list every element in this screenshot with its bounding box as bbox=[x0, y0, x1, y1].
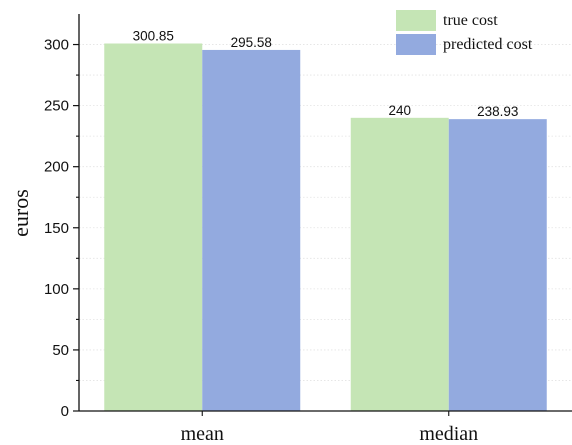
data-label: 240 bbox=[388, 103, 411, 118]
bar bbox=[448, 119, 547, 411]
y-axis-title: euros bbox=[8, 189, 33, 237]
bars bbox=[104, 43, 547, 412]
bar bbox=[104, 43, 203, 411]
y-tick-label: 250 bbox=[44, 98, 69, 115]
data-labels: 300.85 295.58 240 238.93 bbox=[133, 29, 519, 120]
bar bbox=[350, 117, 449, 411]
y-tick-label: 50 bbox=[52, 342, 69, 359]
bar bbox=[202, 49, 301, 412]
data-label: 300.85 bbox=[133, 29, 174, 44]
legend-label: true cost bbox=[443, 12, 498, 29]
data-label: 295.58 bbox=[231, 35, 272, 50]
y-tick-label: 100 bbox=[44, 281, 69, 298]
y-tick-label: 200 bbox=[44, 159, 69, 176]
data-label: 238.93 bbox=[477, 104, 518, 119]
legend: true cost predicted cost bbox=[396, 10, 533, 55]
x-category-label: mean bbox=[181, 423, 224, 445]
y-tick-label: 300 bbox=[44, 37, 69, 54]
legend-swatch bbox=[396, 10, 436, 31]
y-ticks: 0 50 100 150 200 250 300 bbox=[44, 37, 79, 420]
x-category-label: median bbox=[419, 423, 478, 445]
y-tick-label: 0 bbox=[61, 403, 69, 420]
legend-swatch bbox=[396, 34, 436, 55]
y-tick-label: 150 bbox=[44, 220, 69, 237]
x-categories: mean median bbox=[181, 411, 478, 445]
legend-label: predicted cost bbox=[443, 36, 533, 53]
axes bbox=[78, 14, 572, 412]
